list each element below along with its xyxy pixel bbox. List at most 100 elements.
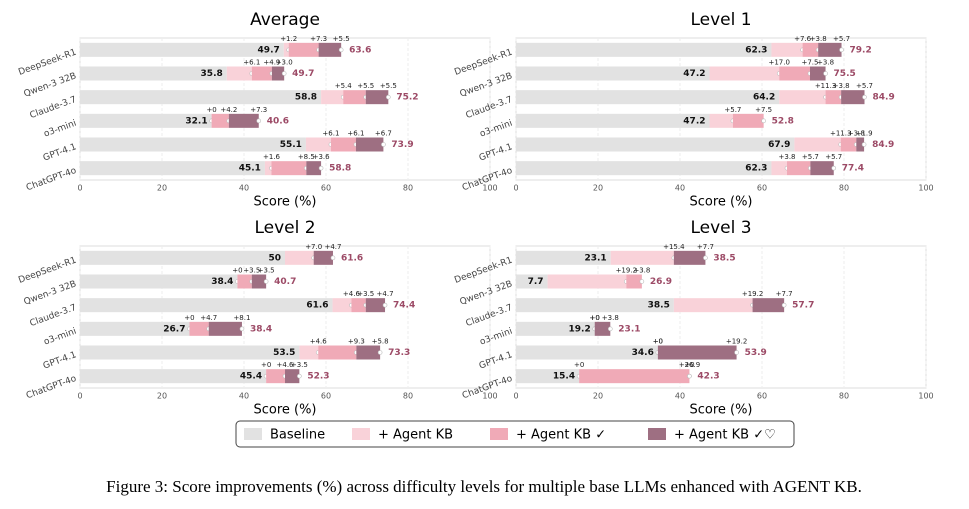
caption: Figure 3: Score improvements (%) across …	[106, 477, 862, 496]
increment-label: +7.6	[794, 35, 812, 43]
increment-label: +3.5	[357, 290, 374, 298]
increment-bar	[594, 321, 611, 336]
increment-label: +7.7	[697, 243, 714, 251]
increment-label: +8.1	[233, 314, 250, 322]
increment-label: +5.7	[833, 35, 850, 43]
baseline-bar	[516, 250, 611, 265]
increment-marker	[687, 373, 692, 379]
x-axis-label: Score (%)	[253, 403, 316, 418]
plot-frame	[515, 245, 927, 389]
increment-bar	[365, 298, 386, 313]
increment-marker	[281, 71, 287, 76]
increment-bar	[547, 274, 627, 289]
total-label: 38.4	[250, 324, 272, 334]
category-label: o3-mini	[43, 119, 78, 140]
x-tick-label: 80	[839, 392, 849, 401]
increment-bar	[856, 137, 865, 152]
baseline-label: 35.8	[201, 69, 223, 79]
increment-label: +3.8	[602, 314, 619, 322]
increment-bar	[285, 369, 300, 384]
increment-bar	[211, 113, 229, 128]
legend-swatch	[490, 428, 508, 440]
panel-title: Level 3	[690, 218, 751, 238]
category-label: ChatGPT-4o	[25, 374, 78, 402]
baseline-label: 15.4	[553, 372, 575, 382]
baseline-label: 49.7	[258, 45, 280, 55]
x-tick-label: 100	[482, 184, 497, 193]
increment-label: +11.3	[815, 82, 836, 90]
increment-label: +7.3	[250, 106, 267, 114]
increment-bar	[779, 90, 826, 105]
increment-bar	[626, 274, 642, 289]
x-tick-label: 0	[77, 392, 82, 401]
baseline-bar	[516, 369, 580, 384]
increment-marker	[839, 47, 844, 53]
increment-label: +3.5	[243, 267, 260, 275]
x-tick-label: 20	[157, 184, 167, 193]
increment-marker	[781, 302, 787, 308]
baseline-bar	[80, 250, 285, 265]
total-label: 52.8	[772, 116, 794, 126]
increment-bar	[825, 90, 842, 105]
increment-bar	[673, 298, 753, 313]
increment-label: +0	[684, 361, 694, 369]
increment-marker	[703, 255, 708, 261]
increment-label: +26.9	[679, 361, 700, 369]
increment-bar	[709, 113, 733, 128]
total-label: 84.9	[873, 93, 895, 103]
increment-label: +7.0	[305, 243, 322, 251]
increment-label: +3.8	[833, 82, 850, 90]
increment-marker	[338, 47, 344, 53]
x-tick-label: 80	[839, 184, 849, 193]
baseline-bar	[516, 298, 674, 313]
x-tick-label: 60	[321, 392, 331, 401]
increment-marker	[761, 118, 766, 124]
baseline-label: 38.5	[648, 301, 670, 311]
x-tick-label: 20	[593, 392, 603, 401]
increment-marker	[386, 94, 391, 100]
baseline-bar	[80, 137, 306, 152]
total-label: 84.9	[872, 140, 894, 150]
baseline-bar	[80, 161, 265, 176]
x-tick-label: 80	[403, 184, 413, 193]
baseline-label: 50	[268, 253, 281, 263]
increment-label: +6.7	[375, 130, 392, 138]
increment-bar	[251, 274, 267, 289]
increment-marker	[607, 326, 613, 332]
increment-bar	[752, 298, 785, 313]
total-label: 73.9	[391, 140, 413, 150]
legend-label: + Agent KB ✓♡	[674, 428, 776, 443]
total-label: 75.5	[834, 69, 856, 79]
baseline-label: 47.2	[683, 69, 705, 79]
increment-bar	[266, 369, 285, 384]
increment-label: +1.2	[280, 35, 297, 43]
x-tick-label: 60	[321, 184, 331, 193]
increment-bar	[264, 161, 272, 176]
increment-bar	[840, 137, 857, 152]
plot-frame	[79, 37, 491, 181]
baseline-label: 45.1	[239, 164, 261, 174]
increment-bar	[321, 90, 344, 105]
total-label: 77.4	[842, 164, 864, 174]
x-tick-label: 0	[77, 184, 82, 193]
baseline-label: 23.1	[584, 253, 606, 263]
total-label: 38.5	[713, 253, 735, 263]
x-tick-label: 0	[513, 392, 518, 401]
plot-frame	[515, 37, 927, 181]
increment-marker	[831, 165, 837, 171]
increment-label: +1.9	[856, 130, 873, 138]
increment-label: +4.7	[377, 290, 394, 298]
increment-bar	[237, 274, 252, 289]
baseline-label: 26.7	[163, 324, 185, 334]
legend-label: + Agent KB ✓	[516, 428, 606, 443]
increment-label: +4.2	[220, 106, 237, 114]
increment-marker	[263, 279, 269, 284]
increment-marker	[382, 302, 388, 308]
increment-marker	[639, 279, 645, 284]
x-tick-label: 60	[757, 392, 767, 401]
increment-label: +19.2	[726, 338, 747, 346]
increment-bar	[351, 298, 366, 313]
legend-label: + Agent KB	[378, 428, 453, 443]
increment-bar	[318, 42, 342, 57]
increment-bar	[283, 42, 289, 57]
